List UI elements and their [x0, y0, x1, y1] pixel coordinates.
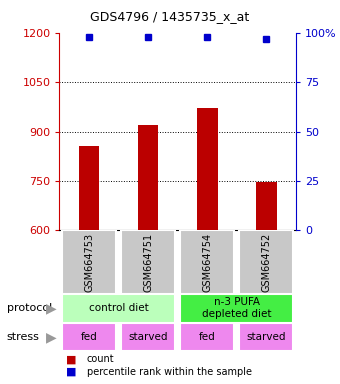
Text: GDS4796 / 1435735_x_at: GDS4796 / 1435735_x_at — [90, 10, 250, 23]
Bar — [239, 323, 293, 351]
Text: starved: starved — [129, 332, 168, 342]
Bar — [121, 230, 175, 294]
Text: ■: ■ — [66, 354, 77, 364]
Bar — [62, 230, 116, 294]
Bar — [180, 323, 234, 351]
Text: ■: ■ — [66, 367, 77, 377]
Bar — [79, 146, 99, 230]
Bar — [121, 323, 175, 351]
Text: protocol: protocol — [7, 303, 52, 313]
Bar — [197, 108, 218, 230]
Text: GSM664754: GSM664754 — [202, 233, 212, 291]
Text: percentile rank within the sample: percentile rank within the sample — [87, 367, 252, 377]
Text: ▶: ▶ — [46, 301, 56, 315]
Text: fed: fed — [199, 332, 216, 342]
Bar — [62, 323, 116, 351]
Bar — [239, 230, 293, 294]
Bar — [256, 182, 277, 230]
Bar — [180, 294, 293, 323]
Text: ▶: ▶ — [46, 330, 56, 344]
Text: count: count — [87, 354, 114, 364]
Text: GSM664753: GSM664753 — [84, 233, 94, 291]
Text: GSM664752: GSM664752 — [261, 232, 271, 292]
Bar — [62, 294, 175, 323]
Bar — [180, 230, 234, 294]
Text: GSM664751: GSM664751 — [143, 233, 153, 291]
Text: stress: stress — [7, 332, 40, 342]
Text: control diet: control diet — [89, 303, 149, 313]
Text: n-3 PUFA
depleted diet: n-3 PUFA depleted diet — [202, 297, 271, 319]
Text: starved: starved — [246, 332, 286, 342]
Text: fed: fed — [81, 332, 98, 342]
Bar — [138, 125, 158, 230]
